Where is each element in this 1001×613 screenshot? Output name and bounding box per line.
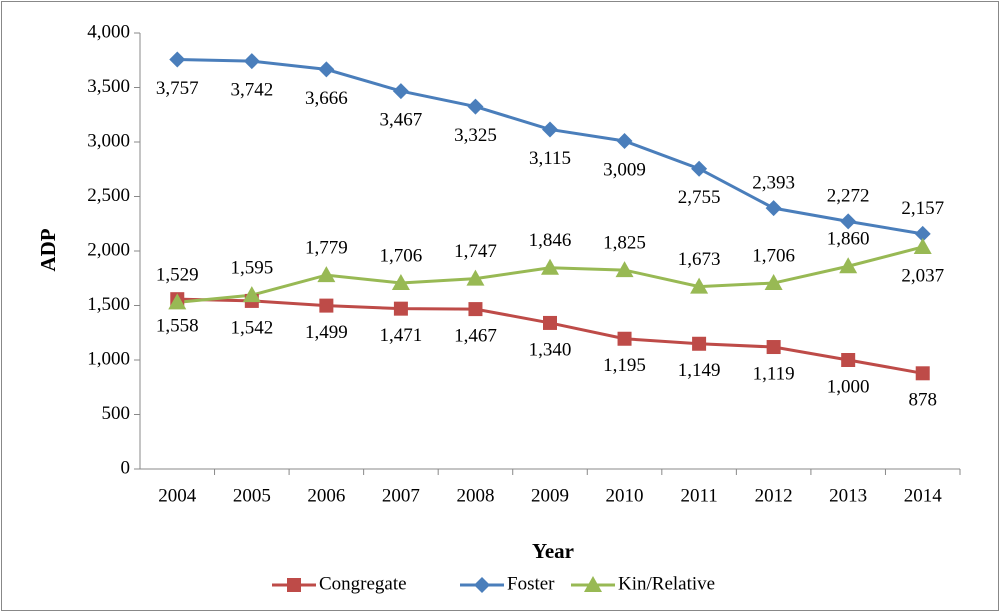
data-label: 1,779 [305,237,348,258]
y-tick-label: 2,500 [87,185,130,206]
data-label: 1,846 [529,230,572,251]
marker [467,98,484,115]
x-tick-label: 2012 [755,485,793,506]
y-tick-label: 0 [121,457,131,478]
data-label: 1,119 [753,363,795,384]
data-label: 1,529 [156,265,199,286]
data-label: 878 [908,390,937,411]
x-tick-label: 2007 [382,485,420,506]
marker [615,261,634,278]
data-label: 1,706 [752,245,795,266]
x-tick-label: 2006 [307,485,345,506]
marker [318,61,335,78]
data-label: 3,115 [529,148,571,169]
x-tick-label: 2013 [829,485,867,506]
data-label: 1,706 [380,245,423,266]
data-label: 1,195 [603,355,646,376]
x-tick-label: 2005 [233,485,271,506]
marker [840,213,857,230]
marker [391,274,410,291]
marker [616,133,633,150]
marker [393,301,408,316]
data-label: 1,471 [380,325,423,346]
x-tick-label: 2010 [606,485,644,506]
y-tick-label: 3,000 [87,130,130,151]
data-label: 2,272 [827,186,870,207]
y-tick-label: 3,500 [87,76,130,97]
data-label: 2,755 [678,187,721,208]
marker [541,258,559,275]
marker [690,277,709,294]
legend-label: Foster [507,573,555,594]
data-label: 1,000 [827,376,870,397]
marker [243,53,260,70]
data-label: 3,009 [603,159,646,180]
data-label: 2,157 [901,198,944,219]
x-tick-label: 2008 [456,485,494,506]
x-tick-label: 2014 [904,485,943,506]
data-label: 3,742 [230,79,273,100]
marker [169,51,186,68]
data-label: 1,595 [230,258,273,279]
data-label: 1,542 [230,317,273,338]
marker [692,336,707,351]
x-tick-label: 2009 [531,485,569,506]
y-tick-label: 1,500 [87,294,130,315]
marker [839,257,858,274]
marker [466,269,485,286]
data-label: 3,325 [454,125,497,146]
data-label: 3,757 [156,78,199,99]
data-label: 3,467 [380,109,423,130]
marker [584,576,602,592]
marker [913,237,932,254]
data-label: 1,860 [827,229,870,250]
marker [392,83,409,100]
marker [317,266,336,283]
y-tick-label: 1,000 [87,348,130,369]
marker [617,331,632,346]
data-label: 1,149 [678,360,721,381]
data-label: 2,393 [752,173,795,194]
marker [474,577,490,593]
marker [468,302,483,317]
marker [691,160,708,177]
legend-label: Kin/Relative [618,573,715,594]
y-tick-label: 2,000 [87,239,130,260]
x-tick-label: 2011 [680,485,717,506]
marker [287,578,301,592]
data-label: 1,825 [603,232,646,253]
marker [914,225,931,242]
marker [915,366,930,381]
marker [764,274,783,291]
y-axis-title: ADP [36,228,60,271]
marker [242,286,261,303]
legend-label: Congregate [319,573,407,594]
data-label: 3,666 [305,88,348,109]
data-label: 1,673 [678,249,721,270]
data-label: 2,037 [901,265,944,286]
marker [168,293,187,310]
data-label: 1,499 [305,322,348,343]
data-label: 1,340 [529,339,572,360]
marker [542,121,558,138]
x-axis-title: Year [532,539,574,563]
marker [543,315,557,330]
data-label: 1,558 [156,316,199,337]
marker [841,353,856,367]
data-label: 1,467 [454,325,497,346]
marker [319,298,334,313]
x-tick-label: 2004 [158,485,197,506]
y-tick-label: 4,000 [87,21,130,42]
y-tick-label: 500 [102,403,131,424]
data-label: 1,747 [454,241,497,262]
marker [765,200,782,217]
marker [766,340,781,355]
